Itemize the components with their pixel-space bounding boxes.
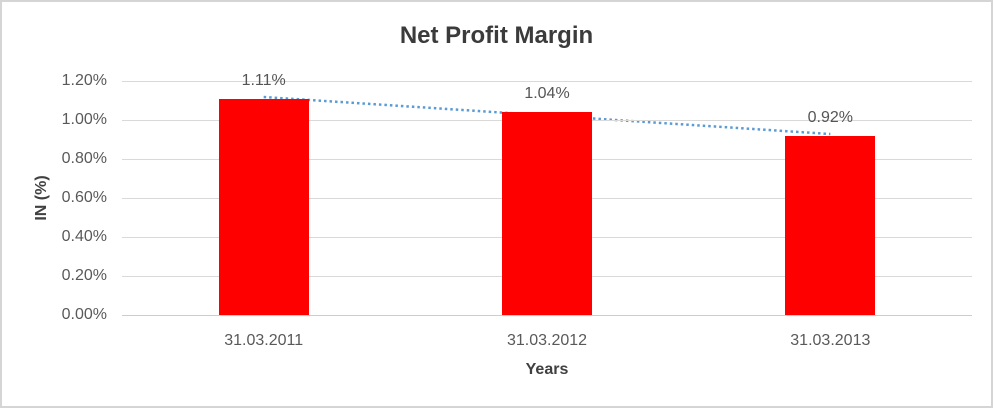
x-axis-tick-label: 31.03.2011 <box>224 332 304 349</box>
y-axis-tick-label: 1.00% <box>61 111 107 128</box>
x-axis-tick-label: 31.03.2012 <box>506 332 588 349</box>
chart-title: Net Profit Margin <box>399 22 594 49</box>
bar <box>502 112 592 315</box>
trendline <box>263 95 831 136</box>
bar <box>785 135 876 315</box>
bar <box>218 98 309 315</box>
gridline <box>122 315 972 316</box>
x-axis-title: Years <box>525 361 569 378</box>
data-label: 0.92% <box>807 108 854 126</box>
y-axis-tick-label: 0.80% <box>61 150 107 167</box>
x-axis-tick-label: 31.03.2013 <box>790 332 871 349</box>
y-axis-tick-label: 0.20% <box>61 267 107 284</box>
gridline <box>122 81 972 82</box>
y-axis-tick-label: 0.40% <box>61 228 107 245</box>
trendline-dotted-line <box>263 95 831 136</box>
y-axis-tick-label: 0.00% <box>61 306 107 323</box>
data-label: 1.04% <box>524 85 570 103</box>
y-axis-tick-label: 0.60% <box>61 189 107 206</box>
data-label: 1.11% <box>241 71 286 89</box>
plot-area: 1.11% 1.04% 0.92% <box>122 72 972 316</box>
y-axis-tick-label: 1.20% <box>61 72 107 89</box>
